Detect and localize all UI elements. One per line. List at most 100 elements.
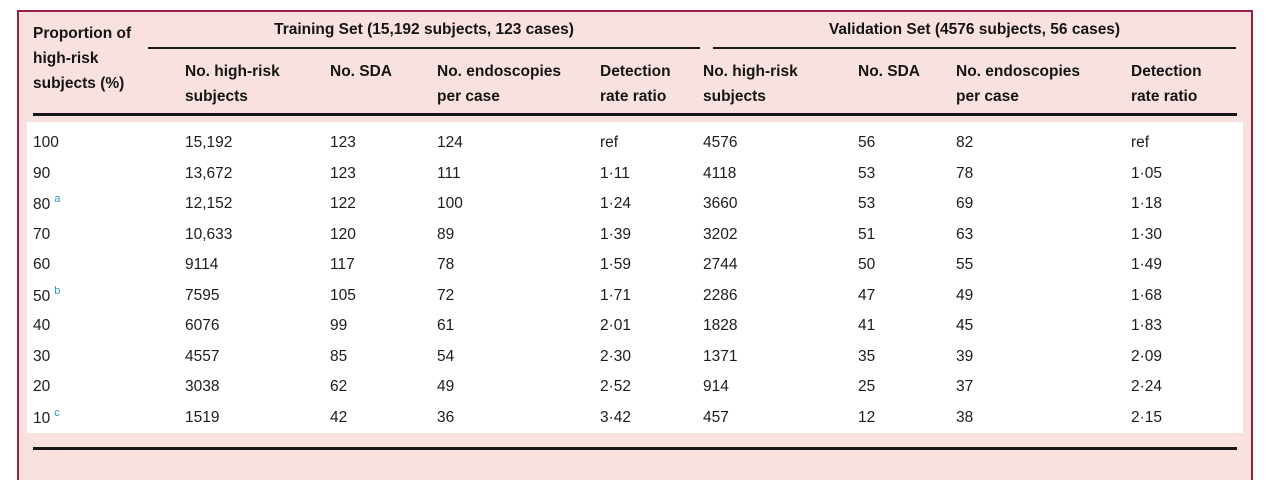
cell-value: 1·18	[1131, 195, 1163, 213]
cell-value: 1·05	[1131, 164, 1163, 182]
cell-value: 62	[330, 378, 348, 396]
table-row: 20 3038 62 49 2·52 914 25 37 2·24	[33, 372, 1237, 403]
cell-value: 38	[956, 408, 974, 426]
table-row: 90 13,672 123 111 1·11 4118 53 78 1·05	[33, 159, 1237, 190]
row-label: 10 c	[33, 406, 60, 427]
table-row: 60 9114 117 78 1·59 2744 50 55 1·49	[33, 250, 1237, 281]
cell-value: 37	[956, 378, 974, 396]
cell-value: 42	[330, 408, 348, 426]
cell-value: 1·83	[1131, 317, 1163, 335]
column-header-validation-detection-rate-ratio: Detection rate ratio	[1131, 63, 1202, 105]
cell-value: 457	[703, 408, 729, 426]
training-set-title: Training Set (15,192 subjects, 123 cases…	[274, 21, 574, 38]
cell-value: ref	[600, 134, 619, 152]
column-header-training-high-risk-subjects: No. high-risk subjects	[185, 63, 280, 105]
cell-value: 39	[956, 347, 974, 365]
column-headers-row: No. high-risk subjects No. SDA No. endos…	[33, 59, 1237, 109]
row-label: 100	[33, 134, 59, 152]
cell-value: 89	[437, 225, 455, 243]
cell-value: 117	[330, 256, 355, 274]
cell-value: 50	[858, 256, 876, 274]
table-row: 50 b 7595 105 72 1·71 2286 47 49 1·68	[33, 281, 1237, 312]
cell-value: 3660	[703, 195, 738, 213]
results-table-panel: Proportion of high-risk subjects (%) Tra…	[17, 10, 1253, 480]
cell-value: 49	[956, 286, 974, 304]
header-divider-rule	[33, 113, 1237, 116]
cell-value: 7595	[185, 286, 220, 304]
row-label: 20	[33, 378, 51, 396]
row-label: 30	[33, 347, 51, 365]
cell-value: 61	[437, 317, 455, 335]
table-row: 30 4557 85 54 2·30 1371 35 39 2·09	[33, 342, 1237, 373]
table-row: 100 15,192 123 124 ref 4576 56 82 ref	[33, 128, 1237, 159]
cell-value: 9114	[185, 256, 219, 274]
cell-value: 78	[437, 256, 455, 274]
cell-value: 120	[330, 225, 356, 243]
cell-value: 1·71	[600, 286, 632, 304]
cell-value: 25	[858, 378, 876, 396]
row-header-proportion: Proportion of high-risk subjects (%)	[33, 21, 183, 96]
validation-set-group-header: Validation Set (4576 subjects, 56 cases)	[713, 21, 1236, 49]
cell-value: 54	[437, 347, 455, 365]
cell-value: 123	[330, 134, 356, 152]
cell-value: 41	[858, 317, 876, 335]
cell-value: 2·24	[1131, 378, 1163, 396]
cell-value: 12,152	[185, 195, 233, 213]
cell-value: 122	[330, 195, 356, 213]
cell-value: 78	[956, 164, 974, 182]
cell-value: 12	[858, 408, 876, 426]
cell-value: 1·39	[600, 225, 632, 243]
cell-value: 35	[858, 347, 876, 365]
cell-value: 45	[956, 317, 974, 335]
column-header-spacer	[33, 59, 185, 109]
cell-value: 47	[858, 286, 876, 304]
cell-value: 1·30	[1131, 225, 1163, 243]
cell-value: 82	[956, 134, 974, 152]
row-label: 60	[33, 256, 51, 274]
cell-value: 72	[437, 286, 455, 304]
cell-value: 3038	[185, 378, 220, 396]
cell-value: 100	[437, 195, 463, 213]
cell-value: 2·52	[600, 378, 632, 396]
table-row: 40 6076 99 61 2·01 1828 41 45 1·83	[33, 311, 1237, 342]
cell-value: 36	[437, 408, 455, 426]
cell-value: 2·01	[600, 317, 632, 335]
cell-value: 914	[703, 378, 729, 396]
column-header-training-detection-rate-ratio: Detection rate ratio	[600, 63, 671, 105]
cell-value: 1371	[703, 347, 738, 365]
validation-set-title: Validation Set (4576 subjects, 56 cases)	[828, 21, 1121, 38]
cell-value: 69	[956, 195, 974, 213]
training-set-underline	[148, 47, 700, 49]
cell-value: 99	[330, 317, 348, 335]
row-header-line: subjects (%)	[33, 75, 125, 92]
cell-value: 1828	[703, 317, 738, 335]
column-header-validation-sda: No. SDA	[858, 63, 920, 80]
table-row: 70 10,633 120 89 1·39 3202 51 63 1·30	[33, 220, 1237, 251]
column-header-validation-high-risk-subjects: No. high-risk subjects	[703, 63, 798, 105]
cell-value: 3·42	[600, 408, 632, 426]
row-label: 40	[33, 317, 51, 335]
cell-value: 49	[437, 378, 455, 396]
cell-value: 124	[437, 134, 463, 152]
table-header: Proportion of high-risk subjects (%) Tra…	[33, 12, 1237, 122]
cell-value: 6076	[185, 317, 220, 335]
table-row: 10 c 1519 42 36 3·42 457 12 38 2·15	[33, 403, 1237, 434]
column-header-training-endoscopies-per-case: No. endoscopies per case	[437, 63, 562, 105]
cell-value: 2·15	[1131, 408, 1163, 426]
cell-value: 2744	[703, 256, 738, 274]
footnote-marker: c	[54, 406, 60, 419]
training-set-group-header: Training Set (15,192 subjects, 123 cases…	[148, 21, 700, 49]
cell-value: 3202	[703, 225, 738, 243]
column-header-validation-endoscopies-per-case: No. endoscopies per case	[956, 63, 1081, 105]
row-header-line: Proportion of	[33, 25, 132, 42]
cell-value: 2·30	[600, 347, 632, 365]
table-bottom-rule	[33, 447, 1237, 450]
cell-value: 1·59	[600, 256, 632, 274]
cell-value: 4576	[703, 134, 738, 152]
cell-value: 123	[330, 164, 356, 182]
cell-value: 55	[956, 256, 974, 274]
row-label: 70	[33, 225, 51, 243]
cell-value: 1519	[185, 408, 220, 426]
cell-value: 1·68	[1131, 286, 1163, 304]
cell-value: 105	[330, 286, 356, 304]
